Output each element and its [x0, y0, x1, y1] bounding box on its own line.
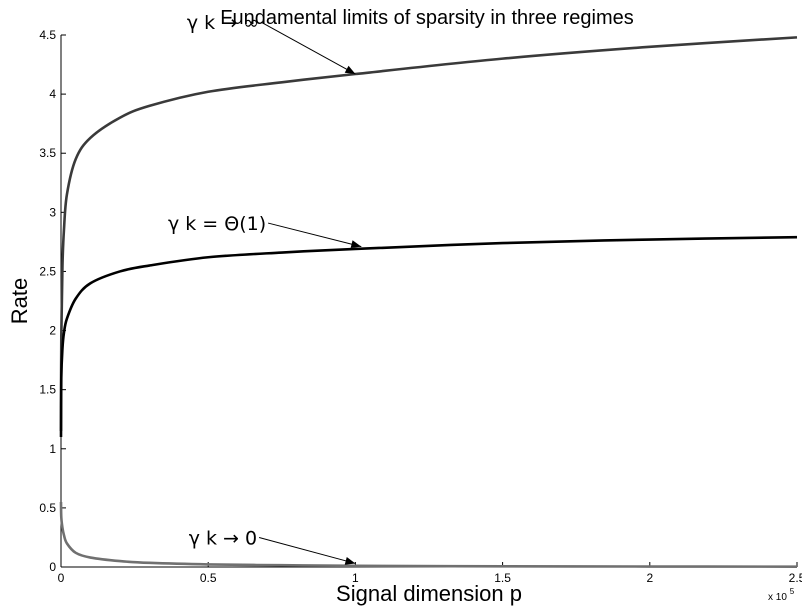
annotation-label: γ k → ∞ — [187, 12, 259, 34]
y-tick-label: 0 — [49, 560, 56, 574]
y-tick-label: 3.5 — [39, 146, 56, 160]
x-axis-multiplier-base: x 10 — [768, 592, 787, 603]
annotation-label: γ k → 0 — [189, 528, 257, 550]
x-tick-label: 1 — [352, 571, 359, 585]
y-tick-label: 2 — [49, 324, 56, 338]
x-tick-label: 2 — [646, 571, 653, 585]
x-tick-label: 2.5 — [789, 571, 802, 585]
annotation-arrow-line — [267, 222, 362, 248]
plot-area — [60, 35, 797, 568]
annotation-label: γ k = Θ(1) — [168, 213, 266, 235]
series-line-gamma-k-zero — [59, 501, 798, 568]
chart-title: Fundamental limits of sparsity in three … — [220, 7, 634, 29]
x-axis-multiplier: x 10 5 — [768, 587, 795, 603]
x-tick-label: 0.5 — [200, 571, 217, 585]
x-tick-label: 0 — [58, 571, 65, 585]
annotation-arrowhead — [350, 240, 362, 249]
y-tick-label: 1.5 — [39, 383, 56, 397]
series-group — [59, 36, 798, 568]
x-axis-title: Signal dimension p — [336, 581, 522, 606]
annotation-arrowhead — [344, 556, 356, 565]
x-axis-multiplier-exponent: 5 — [790, 587, 795, 596]
y-tick-label: 4.5 — [39, 28, 56, 42]
y-tick-label: 2.5 — [39, 264, 56, 278]
y-axis-title: Rate — [7, 278, 32, 324]
annotation-arrow-line — [258, 537, 356, 564]
series-line-gamma-k-theta-1 — [59, 235, 798, 437]
series-line-gamma-k-infinity — [59, 36, 798, 432]
y-tick-label: 1 — [49, 442, 56, 456]
annotation-group: γ k → ∞ γ k = Θ(1) γ k → 0 — [168, 12, 362, 565]
y-tick-label: 3 — [49, 205, 56, 219]
annotation-arrowhead — [344, 65, 356, 75]
x-tick-label: 1.5 — [494, 571, 511, 585]
annotation-arrow-line — [260, 21, 356, 75]
y-tick-label: 4 — [49, 87, 56, 101]
y-tick-label: 0.5 — [39, 501, 56, 515]
x-axis-ticks: 0 0.5 1 1.5 2 2.5 — [58, 562, 802, 585]
